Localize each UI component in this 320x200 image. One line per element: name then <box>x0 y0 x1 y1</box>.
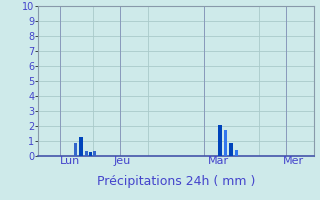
Bar <box>85 151 88 156</box>
Text: Mar: Mar <box>208 156 229 166</box>
Text: Mer: Mer <box>282 156 304 166</box>
Bar <box>235 150 238 156</box>
X-axis label: Précipitations 24h ( mm ): Précipitations 24h ( mm ) <box>97 175 255 188</box>
Text: Lun: Lun <box>60 156 80 166</box>
Bar <box>93 151 96 156</box>
Bar <box>89 152 92 156</box>
Bar <box>224 130 227 156</box>
Bar <box>218 124 222 156</box>
Bar <box>74 143 77 156</box>
Bar <box>229 142 233 156</box>
Bar <box>79 137 83 156</box>
Text: Jeu: Jeu <box>114 156 131 166</box>
